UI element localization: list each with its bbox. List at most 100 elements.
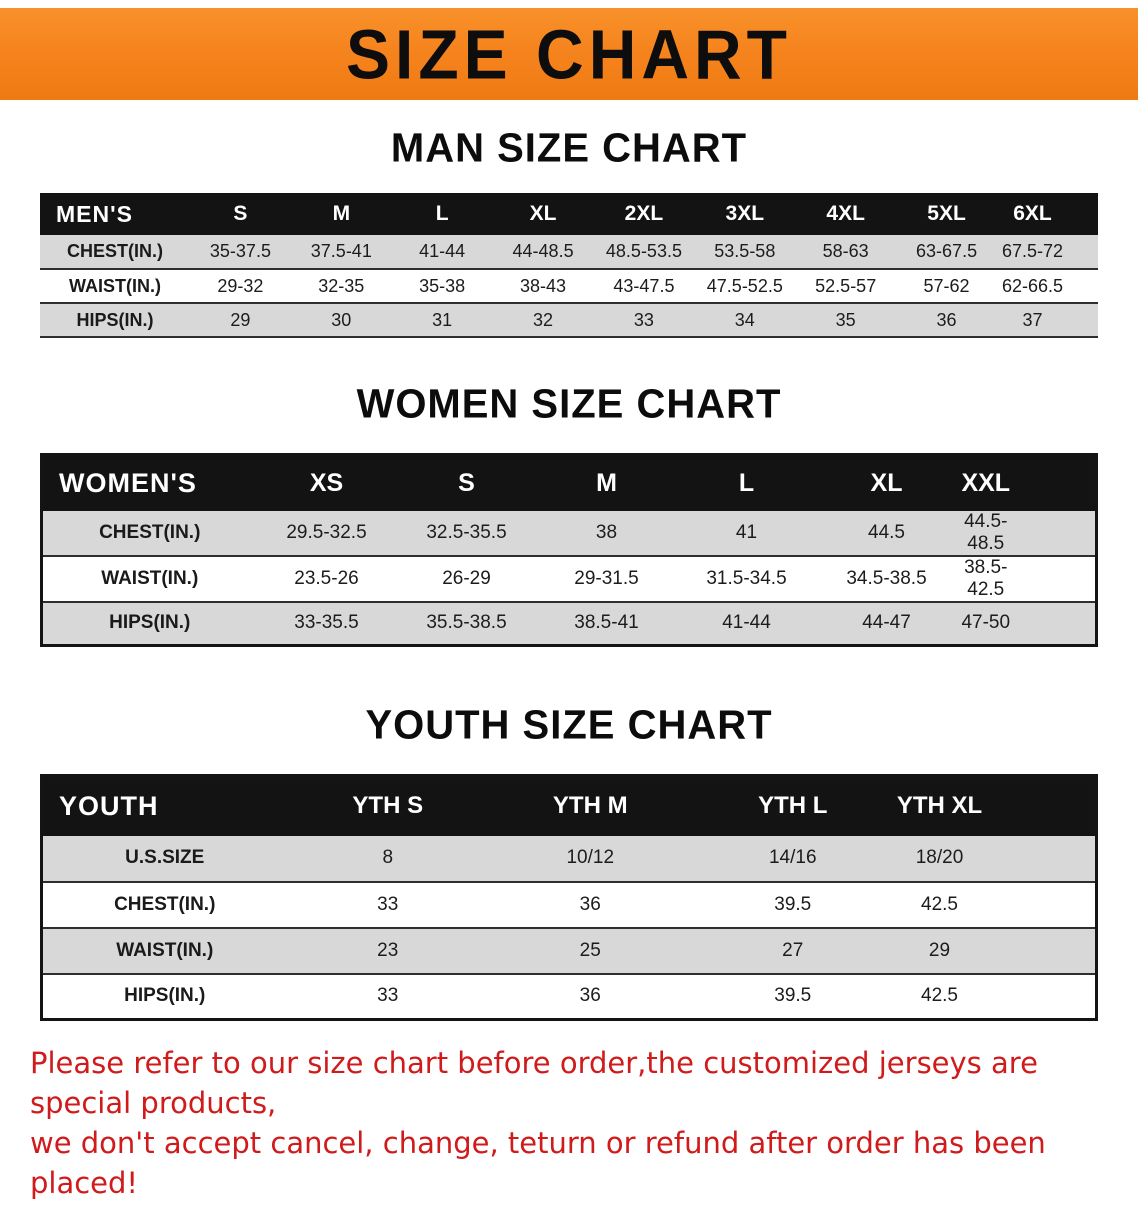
value-cell: 38-43 [492,269,594,304]
table-row: HIPS(IN.) 29 30 31 32 33 34 35 36 37 [40,303,1098,338]
value-cell: 41-44 [391,235,493,270]
table-header-row: WOMEN'S XS S M L XL XXL [41,454,1097,511]
table-row: CHEST(IN.) 29.5-32.5 32.5-35.5 38 41 44.5 44.5… [41,510,1097,557]
value-cell: 34.5-38.5 [816,555,957,603]
value-cell: 25 [489,927,692,975]
table-row: HIPS(IN.) 33 36 39.5 42.5 [41,973,1097,1021]
value-cell: 41-44 [676,601,817,647]
size-header-cell: 5XL [896,193,997,235]
value-cell: 31.5-34.5 [676,555,817,603]
men-section-heading: MAN SIZE CHART [390,125,748,171]
size-header-cell: XXL [956,454,1097,511]
value-cell: 29.5-32.5 [256,510,397,557]
men-size-table: MEN'S S M L XL 2XL 3XL 4XL 5XL 6XL CHEST(IN.) 35-37… [40,193,1098,338]
value-cell: 37 [997,303,1098,338]
value-cell: 29 [894,927,1097,975]
value-cell: 36 [489,973,692,1021]
table-row: CHEST(IN.) 35-37.5 37.5-41 41-44 44-48.5 48.5… [40,235,1098,270]
value-cell: 47-50 [956,601,1097,647]
table-row: CHEST(IN.) 33 36 39.5 42.5 [41,881,1097,929]
value-cell: 27 [691,927,894,975]
row-label-cell: WAIST(IN.) [41,927,287,975]
value-cell: 29 [190,303,291,338]
disclaimer-line-2: we don't accept cancel, change, teturn o… [30,1126,1046,1201]
value-cell: 36 [489,881,692,929]
value-cell: 10/12 [489,835,692,883]
women-section: WOMEN SIZE CHART WOMEN'S XS S M L XL XXL CHEST(… [0,381,1138,647]
value-cell: 8 [286,835,489,883]
value-cell: 29-32 [190,269,291,304]
size-header-cell: M [290,193,392,235]
table-header-row: YOUTH YTH S YTH M YTH L YTH XL [41,775,1097,836]
size-header-cell: S [396,454,537,511]
size-header-cell: YTH S [286,775,489,836]
size-header-cell: YTH L [691,775,894,836]
value-cell: 33 [286,881,489,929]
size-header-cell: 3XL [694,193,796,235]
size-header-cell: M [536,454,677,511]
size-header-cell: XS [256,454,397,511]
size-header-cell: YTH M [489,775,692,836]
value-cell: 38.5-42.5 [956,555,1097,603]
size-header-cell: 2XL [593,193,695,235]
disclaimer: Please refer to our size chart before or… [0,1043,1138,1217]
value-cell: 34 [694,303,796,338]
value-cell: 58-63 [795,235,897,270]
value-cell: 37.5-41 [290,235,392,270]
value-cell: 52.5-57 [795,269,897,304]
value-cell: 32 [492,303,594,338]
table-header-row: MEN'S S M L XL 2XL 3XL 4XL 5XL 6XL [40,193,1098,235]
value-cell: 42.5 [894,973,1097,1021]
value-cell: 33 [593,303,695,338]
table-title-cell: WOMEN'S [41,454,257,511]
value-cell: 30 [290,303,392,338]
value-cell: 62-66.5 [997,269,1098,304]
youth-section: YOUTH SIZE CHART YOUTH YTH S YTH M YTH L YTH… [0,702,1138,1021]
row-label-cell: WAIST(IN.) [41,555,257,603]
value-cell: 32-35 [290,269,392,304]
size-header-cell: L [391,193,493,235]
table-row: WAIST(IN.) 23.5-26 26-29 29-31.5 31.5-34.5 34… [41,555,1097,603]
value-cell: 35-37.5 [190,235,291,270]
size-header-cell: XL [816,454,957,511]
table-title-cell: YOUTH [41,775,287,836]
value-cell: 44.5-48.5 [956,510,1097,557]
value-cell: 39.5 [691,881,894,929]
table-row: WAIST(IN.) 23 25 27 29 [41,927,1097,975]
value-cell: 33 [286,973,489,1021]
value-cell: 63-67.5 [896,235,997,270]
value-cell: 38.5-41 [536,601,677,647]
row-label-cell: U.S.SIZE [41,835,287,883]
disclaimer-line-1: Please refer to our size chart before or… [30,1046,1038,1121]
value-cell: 44-47 [816,601,957,647]
value-cell: 48.5-53.5 [593,235,695,270]
table-title-cell: MEN'S [40,193,190,235]
value-cell: 67.5-72 [997,235,1098,270]
value-cell: 44-48.5 [492,235,594,270]
value-cell: 44.5 [816,510,957,557]
value-cell: 39.5 [691,973,894,1021]
row-label-cell: CHEST(IN.) [40,235,190,270]
value-cell: 32.5-35.5 [396,510,537,557]
size-header-cell: XL [492,193,594,235]
banner: SIZE CHART [0,8,1138,100]
value-cell: 26-29 [396,555,537,603]
size-header-cell: 6XL [997,193,1098,235]
size-header-cell: L [676,454,817,511]
row-label-cell: HIPS(IN.) [40,303,190,338]
row-label-cell: WAIST(IN.) [40,269,190,304]
value-cell: 33-35.5 [256,601,397,647]
table-row: HIPS(IN.) 33-35.5 35.5-38.5 38.5-41 41-44 44-… [41,601,1097,647]
value-cell: 35.5-38.5 [396,601,537,647]
value-cell: 31 [391,303,493,338]
men-section: MAN SIZE CHART MEN'S S M L XL 2XL 3XL 4XL 5XL 6XL… [0,125,1138,338]
value-cell: 23 [286,927,489,975]
youth-size-table: YOUTH YTH S YTH M YTH L YTH XL U.S.SIZE 8 10/12… [40,774,1098,1021]
women-section-heading: WOMEN SIZE CHART [356,381,782,427]
size-header-cell: YTH XL [894,775,1097,836]
row-label-cell: HIPS(IN.) [41,973,287,1021]
size-header-cell: 4XL [795,193,897,235]
table-row: U.S.SIZE 8 10/12 14/16 18/20 [41,835,1097,883]
row-label-cell: CHEST(IN.) [41,510,257,557]
